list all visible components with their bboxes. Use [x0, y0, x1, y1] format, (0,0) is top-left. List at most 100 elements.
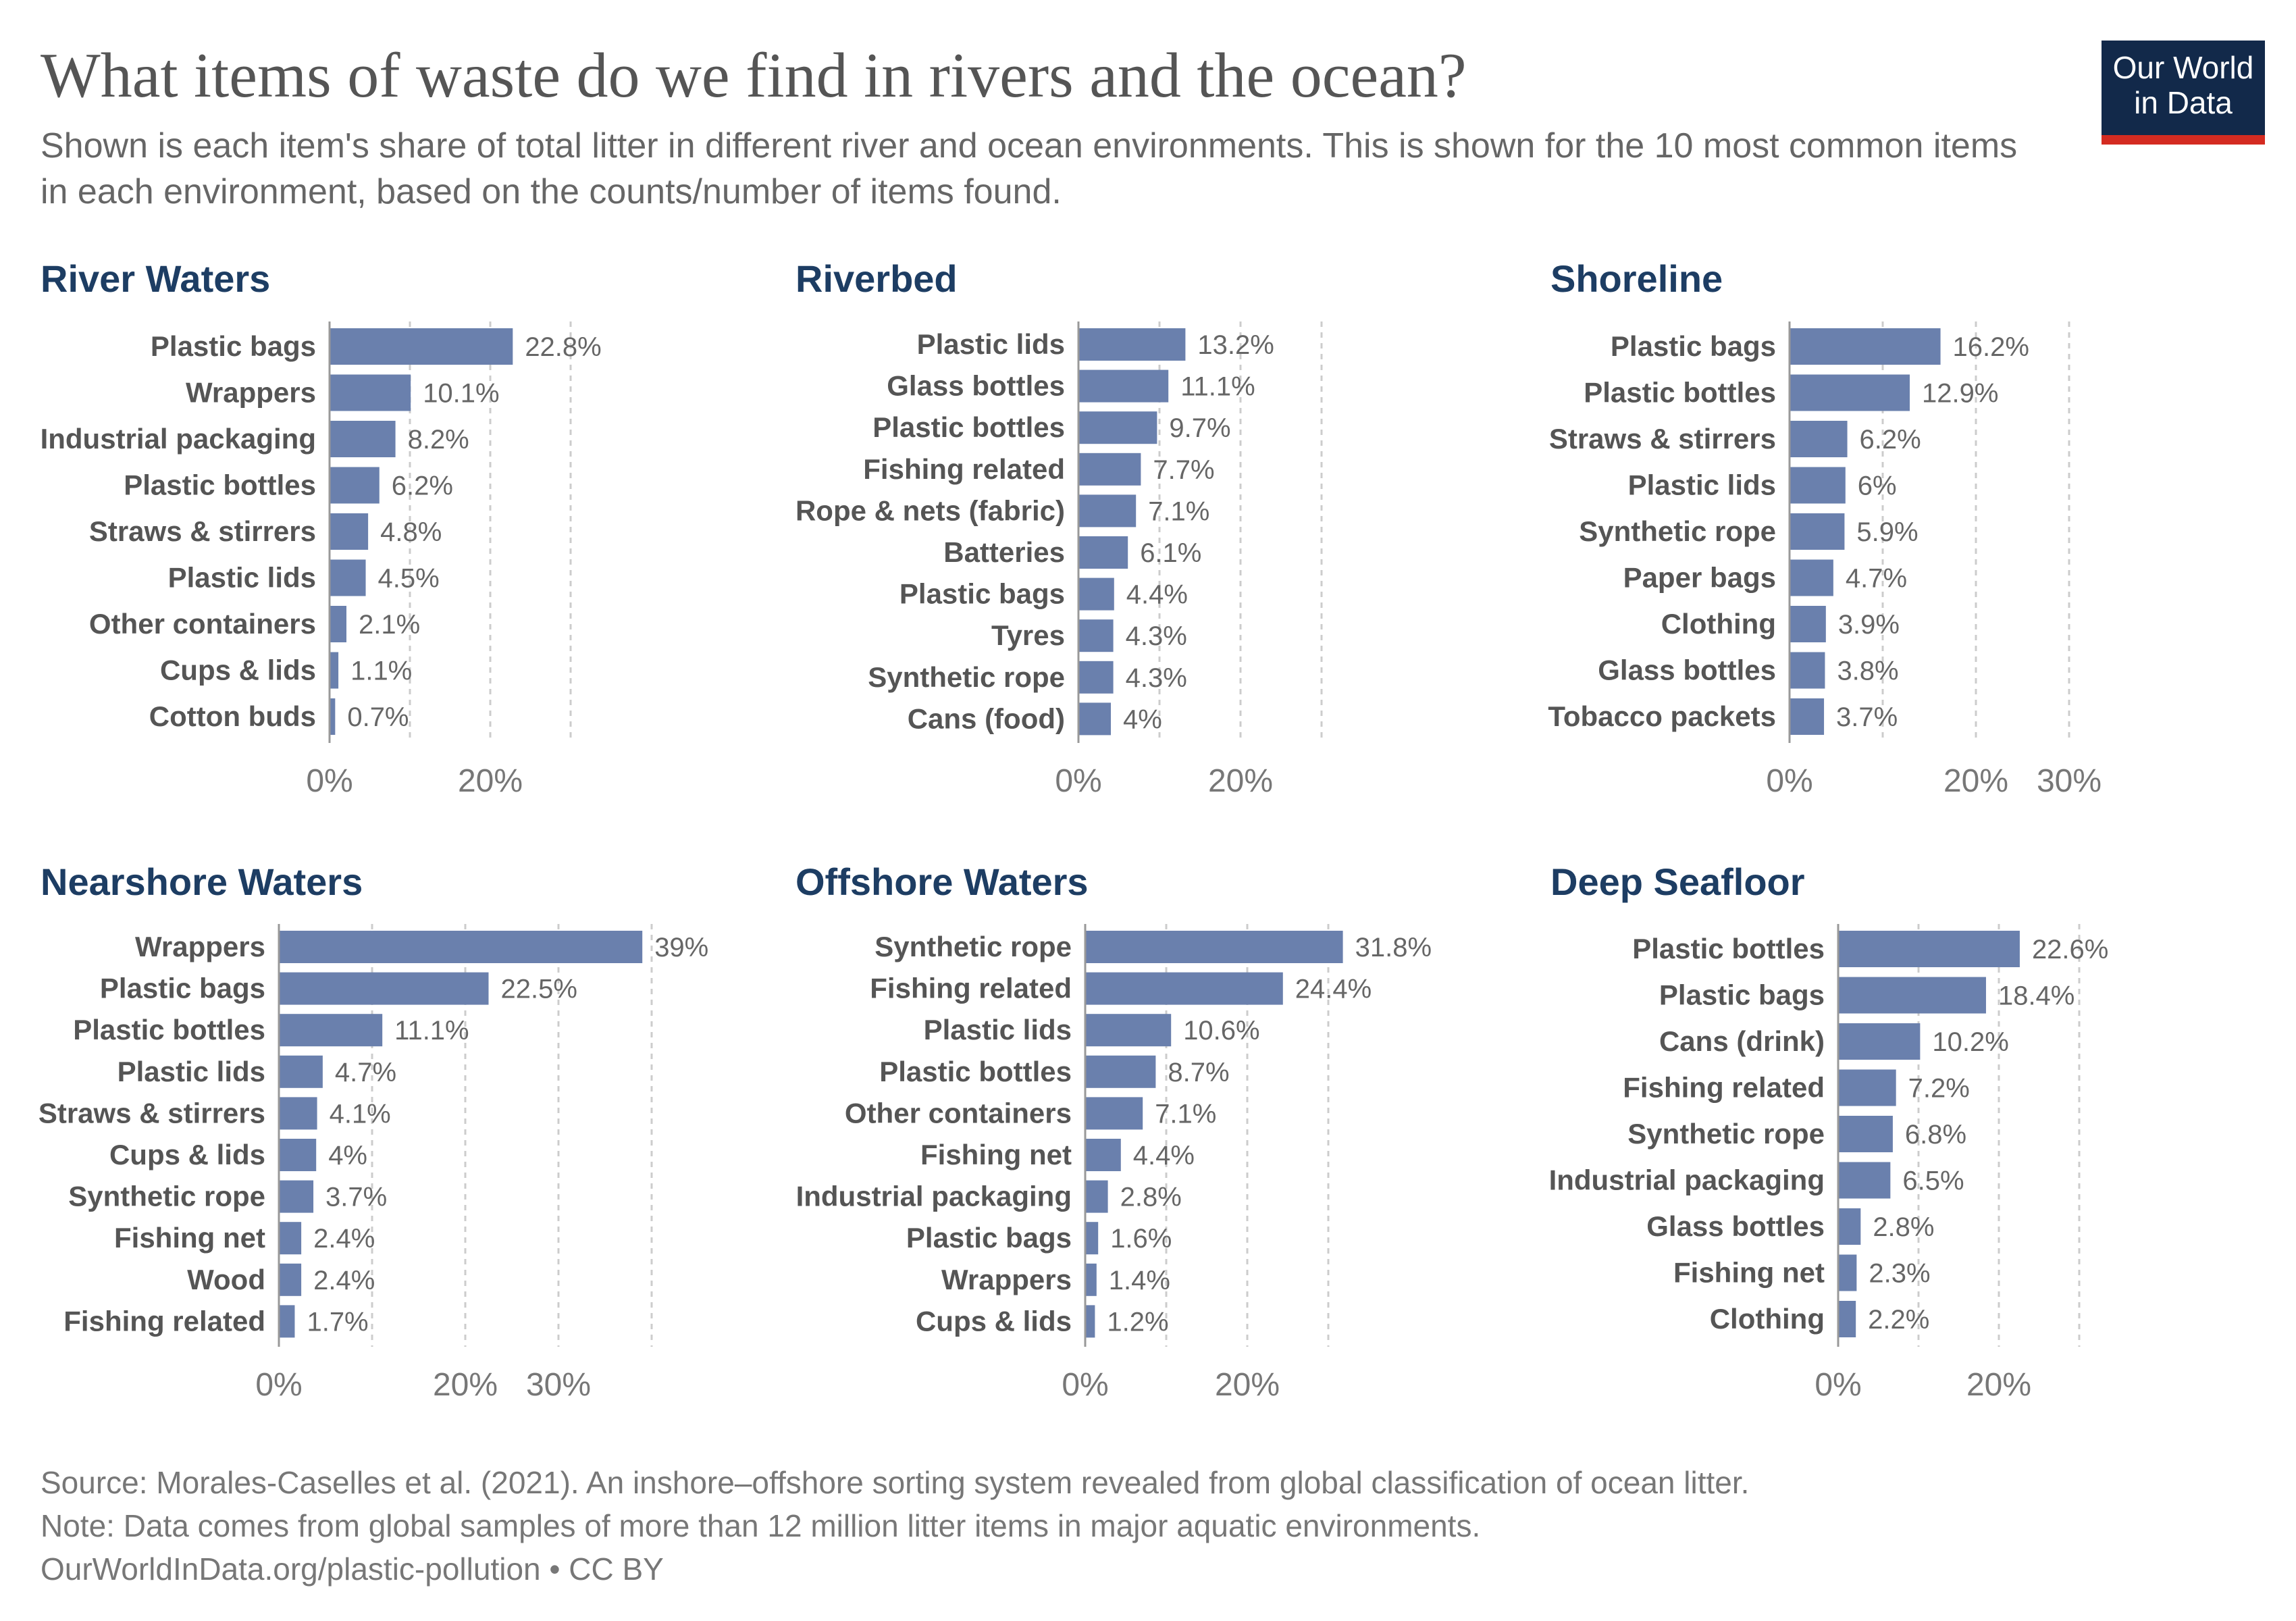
category-label: Plastic lids [917, 328, 1065, 360]
category-label: Glass bottles [1598, 654, 1776, 686]
bar [1078, 453, 1141, 486]
category-label: Plastic bags [1611, 330, 1776, 362]
category-label: Plastic lids [1628, 469, 1776, 501]
category-label: Fishing related [1623, 1072, 1825, 1104]
bar [1838, 1208, 1861, 1245]
category-label: Cans (food) [908, 702, 1065, 734]
data-label: 8.2% [408, 425, 469, 455]
data-label: 4.5% [378, 564, 440, 594]
data-label: 22.5% [501, 975, 577, 1004]
data-label: 2.4% [313, 1224, 375, 1254]
tick-label: 0% [1055, 763, 1101, 799]
bar [1838, 1301, 1856, 1337]
data-label: 11.1% [1180, 372, 1255, 402]
category-label: Plastic bags [899, 578, 1065, 610]
category-label: Glass bottles [887, 370, 1065, 402]
data-label: 12.9% [1922, 379, 1998, 409]
logo-accent-bar [2102, 135, 2265, 145]
data-label: 4.4% [1126, 580, 1188, 610]
bar [1085, 1305, 1095, 1338]
data-label: 2.2% [1868, 1305, 1929, 1335]
tick-label: 30% [526, 1367, 591, 1403]
bar [279, 1180, 314, 1213]
category-label: Industrial packaging [1549, 1164, 1825, 1196]
tick-label: 0% [306, 763, 353, 799]
data-label: 3.7% [325, 1183, 387, 1212]
bar [1790, 328, 1941, 365]
bar [1790, 559, 1833, 596]
category-label: Plastic bottles [872, 411, 1065, 443]
chart-title: What items of waste do we find in rivers… [41, 41, 1467, 111]
bar [1838, 1162, 1891, 1199]
bar [1790, 652, 1825, 689]
category-label: Fishing related [863, 453, 1065, 485]
bar [330, 421, 396, 457]
category-label: Straws & stirrers [1549, 423, 1776, 455]
category-label: Batteries [943, 536, 1065, 568]
footer-source: Source: Morales-Caselles et al. (2021). … [41, 1465, 1750, 1500]
data-label: 4.8% [380, 517, 442, 547]
category-label: Synthetic rope [1627, 1118, 1825, 1150]
footer-url[interactable]: OurWorldInData.org/plastic-pollution • C… [41, 1551, 664, 1587]
data-label: 13.2% [1197, 330, 1274, 360]
tick-label: 30% [2037, 763, 2102, 799]
bar [1078, 536, 1128, 569]
category-label: Other containers [845, 1097, 1072, 1129]
category-label: Wrappers [941, 1264, 1072, 1295]
category-label: Straws & stirrers [89, 515, 316, 547]
panel-title: River Waters [41, 257, 270, 300]
category-label: Fishing net [1673, 1257, 1825, 1289]
bar [1085, 1055, 1156, 1088]
data-label: 4.3% [1126, 621, 1187, 651]
panel-title: Nearshore Waters [41, 860, 363, 903]
category-label: Plastic lids [924, 1014, 1072, 1046]
data-label: 6.2% [392, 471, 453, 501]
data-label: 3.9% [1838, 610, 1900, 640]
data-label: 8.7% [1168, 1058, 1229, 1087]
data-label: 2.8% [1120, 1183, 1182, 1212]
data-label: 1.6% [1110, 1224, 1172, 1254]
data-label: 1.2% [1107, 1307, 1168, 1337]
data-label: 31.8% [1355, 933, 1432, 962]
bar [1078, 494, 1137, 528]
data-label: 4.7% [335, 1058, 396, 1087]
category-label: Tyres [991, 619, 1065, 651]
bar [1790, 467, 1846, 504]
data-label: 6% [1858, 471, 1897, 501]
data-label: 4% [1123, 704, 1162, 734]
bar [1085, 931, 1343, 963]
data-label: 4.7% [1846, 564, 1907, 594]
bar [1085, 1263, 1097, 1296]
bar [330, 652, 339, 689]
category-label: Fishing related [63, 1305, 265, 1337]
category-label: Plastic lids [118, 1056, 265, 1087]
owid-logo[interactable]: Our World in Data [2102, 41, 2265, 145]
data-label: 2.4% [313, 1266, 375, 1295]
bar [1790, 421, 1848, 457]
category-label: Plastic bags [1659, 979, 1825, 1011]
bar [1790, 698, 1825, 735]
footer-note: Note: Data comes from global samples of … [41, 1508, 1481, 1543]
data-label: 3.8% [1837, 657, 1898, 686]
category-label: Industrial packaging [41, 423, 316, 455]
tick-label: 0% [1062, 1367, 1108, 1403]
data-label: 10.6% [1183, 1016, 1259, 1046]
bar [1838, 1023, 1921, 1060]
category-label: Rope & nets (fabric) [795, 494, 1065, 526]
bar [330, 606, 346, 642]
data-label: 2.3% [1869, 1259, 1930, 1289]
data-label: 24.4% [1295, 975, 1372, 1004]
bar [1078, 369, 1169, 403]
data-label: 6.5% [1902, 1166, 1964, 1196]
category-label: Plastic bottles [1584, 377, 1776, 409]
bar [279, 972, 489, 1005]
bar [330, 374, 411, 411]
data-label: 11.1% [394, 1016, 469, 1046]
category-label: Wood [187, 1264, 265, 1295]
category-label: Synthetic rope [1579, 515, 1776, 547]
bar [1078, 619, 1114, 652]
data-label: 2.1% [359, 610, 420, 640]
category-label: Clothing [1661, 608, 1776, 640]
bar [279, 931, 643, 963]
